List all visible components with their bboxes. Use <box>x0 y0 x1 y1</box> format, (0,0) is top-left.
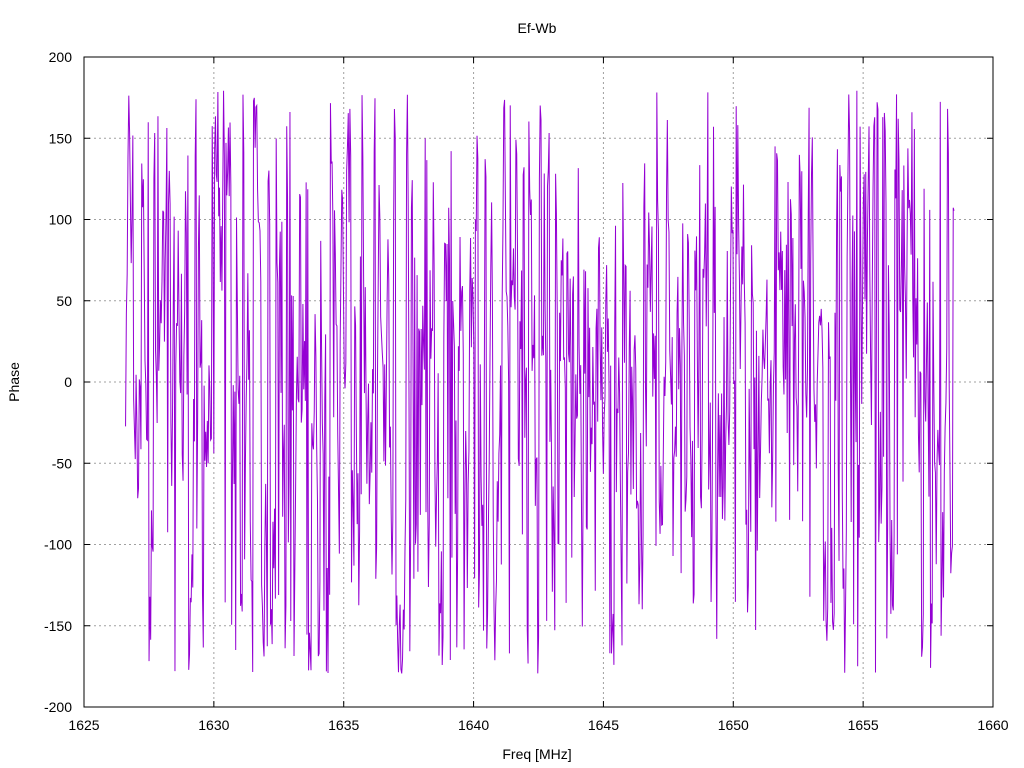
y-tick-label: -50 <box>52 455 72 471</box>
y-tick-label: 0 <box>64 374 72 390</box>
x-tick-label: 1640 <box>458 717 489 733</box>
x-tick-label: 1630 <box>198 717 229 733</box>
data-layer <box>125 90 955 674</box>
y-tick-label: 50 <box>56 293 72 309</box>
y-tick-label: 150 <box>49 130 73 146</box>
y-tick-label: -200 <box>44 699 72 715</box>
ticks: 1625 1630 1635 1640 1645 1650 1655 1660 -200 -150… <box>44 49 1009 733</box>
y-tick-label: 100 <box>49 212 73 228</box>
x-tick-label: 1655 <box>848 717 879 733</box>
x-axis-label: Freq [MHz] <box>502 746 571 762</box>
x-tick-label: 1650 <box>718 717 749 733</box>
y-axis-label: Phase <box>6 362 22 402</box>
x-tick-label: 1625 <box>68 717 99 733</box>
x-tick-label: 1635 <box>328 717 359 733</box>
y-tick-label: -150 <box>44 618 72 634</box>
phase-series-line <box>125 90 955 674</box>
x-tick-label: 1645 <box>588 717 619 733</box>
y-tick-label: 200 <box>49 49 73 65</box>
chart-title: Ef-Wb <box>518 20 557 36</box>
x-tick-label: 1660 <box>977 717 1008 733</box>
y-tick-label: -100 <box>44 537 72 553</box>
